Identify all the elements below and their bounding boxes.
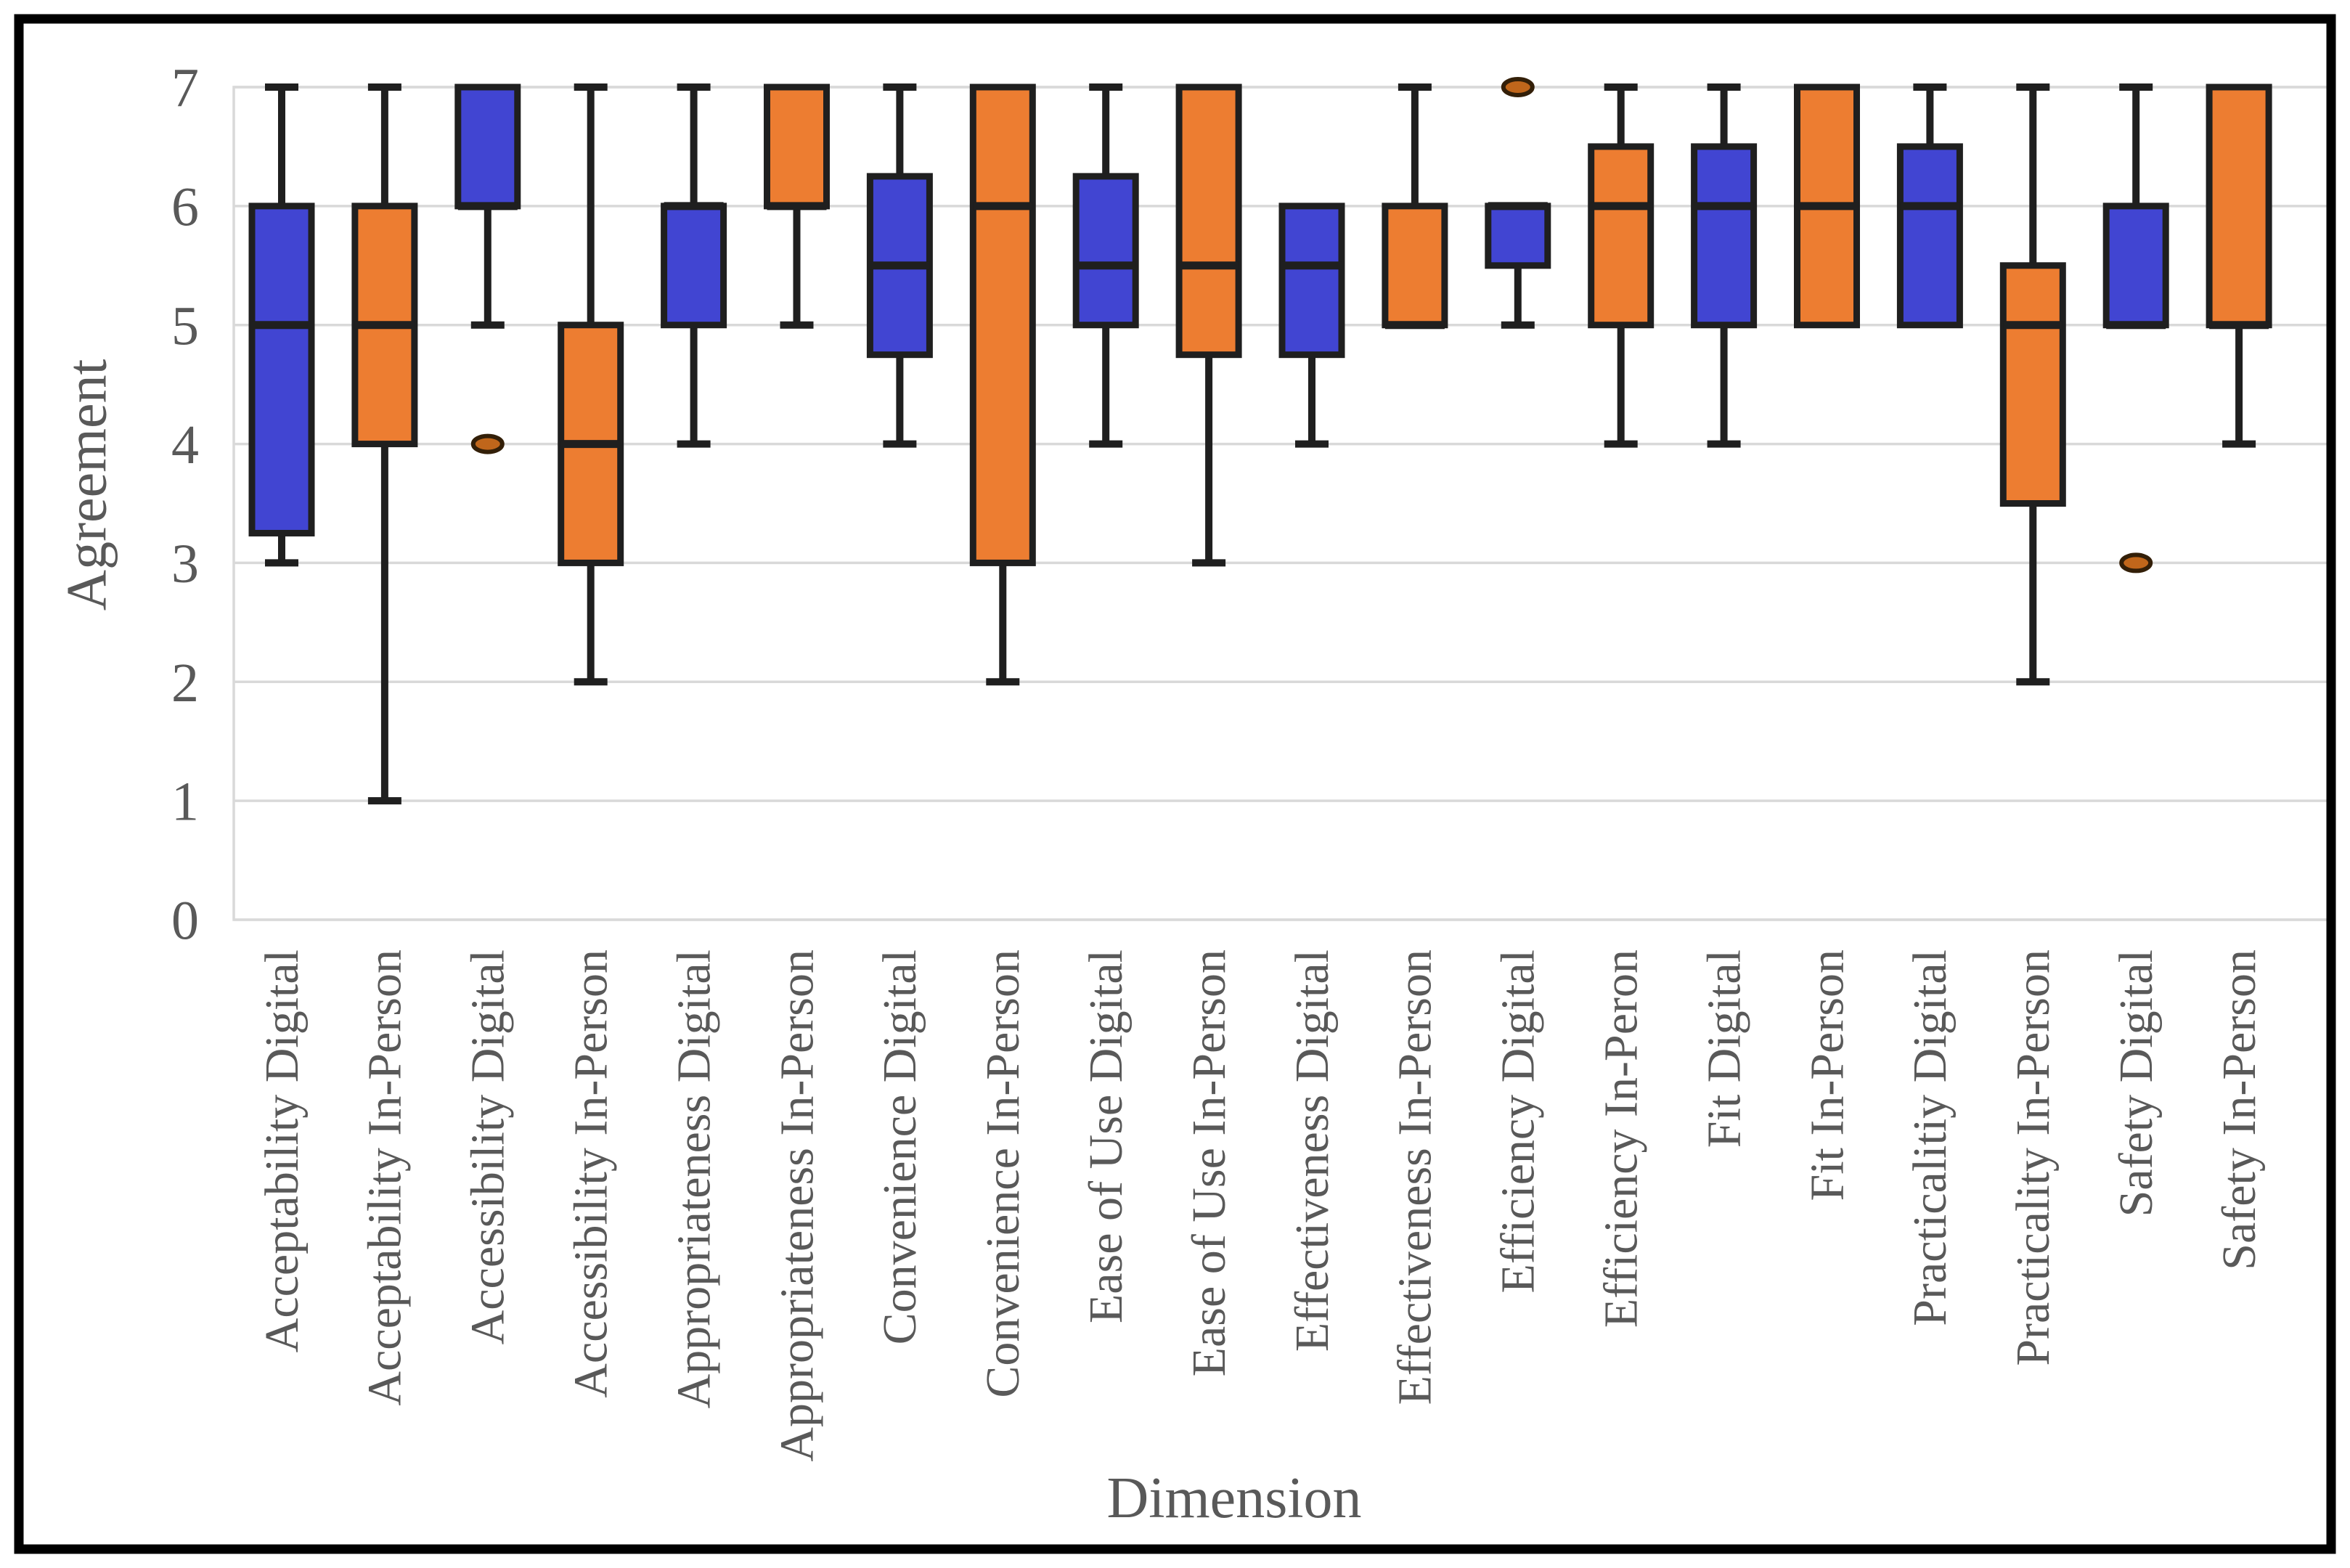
y-tick-label-7: 7 xyxy=(171,58,199,119)
y-tick-label-0: 0 xyxy=(171,891,199,952)
x-category-label: Effectiveness Digital xyxy=(1286,950,1339,1352)
x-category-label: Effectiveness In-Person xyxy=(1389,950,1442,1405)
box-group-ease-of-use-digital xyxy=(1072,83,1139,448)
box-iqr xyxy=(1691,143,1758,329)
box-group-accessibility-digital xyxy=(454,83,521,454)
figure-border xyxy=(14,14,2336,1554)
box-group-safety-digital xyxy=(2102,83,2169,573)
x-axis-title: Dimension xyxy=(1106,1466,1361,1530)
x-category-label: Accessibility In-Person xyxy=(564,950,617,1398)
box-iqr xyxy=(661,203,727,329)
box-iqr xyxy=(454,83,521,210)
box-iqr xyxy=(969,83,1036,566)
box-group-acceptability-digital xyxy=(248,83,315,567)
outlier-dot xyxy=(1501,77,1535,97)
box-group-practicalitiy-digital xyxy=(1896,83,1963,329)
y-tick-label-1: 1 xyxy=(171,772,199,833)
axis-tick-labels: 0 1 2 3 4 5 6 7 Acceptability Digital Acceptabili… xyxy=(171,58,2266,1462)
box-group-effectiveness-digital xyxy=(1278,203,1345,448)
box-iqr xyxy=(1382,203,1448,329)
box-iqr xyxy=(1485,203,1551,269)
box-series xyxy=(248,77,2272,805)
box-iqr xyxy=(764,83,830,210)
x-category-label: Fit Digital xyxy=(1697,950,1750,1148)
outlier-dot xyxy=(2119,552,2153,573)
box-group-appropriateness-digital xyxy=(661,83,727,448)
x-category-label: Safety In-Person xyxy=(2213,950,2266,1270)
x-category-label: Practicality In-Person xyxy=(2007,950,2060,1366)
x-category-label: Practicalitiy Digital xyxy=(1904,950,1957,1326)
box-group-efficiency-in-peron xyxy=(1588,83,1655,448)
box-group-effectiveness-in-person xyxy=(1382,83,1448,330)
x-category-label: Acceptability Digital xyxy=(256,950,309,1352)
box-group-accessibility-in-person xyxy=(558,83,624,686)
box-iqr xyxy=(1278,203,1345,359)
x-category-label: Convenience In-Person xyxy=(976,950,1029,1398)
box-iqr xyxy=(248,203,315,536)
y-tick-label-4: 4 xyxy=(171,415,199,475)
outlier-dot xyxy=(470,433,505,454)
x-category-label: Convenience Digital xyxy=(873,950,926,1344)
box-group-acceptability-in-person xyxy=(351,83,418,805)
x-category-label: Efficiency Digital xyxy=(1492,950,1545,1293)
y-tick-label-5: 5 xyxy=(171,295,199,356)
box-group-appropriateness-in-person xyxy=(764,83,830,329)
box-group-fit-in-person xyxy=(1794,83,1860,329)
box-iqr xyxy=(1896,143,1963,329)
y-tick-label-6: 6 xyxy=(171,176,199,237)
box-group-convenience-digital xyxy=(866,83,933,448)
box-iqr xyxy=(1999,262,2066,507)
x-category-label: Fit In-Person xyxy=(1800,950,1853,1201)
box-iqr xyxy=(1588,143,1655,329)
box-group-convenience-in-person xyxy=(969,83,1036,686)
y-axis-title: Agreement xyxy=(55,359,118,611)
x-category-label: Ease of Use Digital xyxy=(1080,950,1133,1323)
box-iqr xyxy=(2102,203,2169,329)
box-group-practicality-in-person xyxy=(1999,83,2066,686)
x-category-label: Appropriateness In-Person xyxy=(770,950,823,1462)
box-iqr xyxy=(2206,83,2272,329)
box-iqr xyxy=(1175,83,1242,359)
box-group-fit-digital xyxy=(1691,83,1758,448)
box-group-safety-in-person xyxy=(2206,83,2272,448)
x-category-label: Safety Digital xyxy=(2110,950,2163,1217)
x-category-label: Accessibility Digital xyxy=(462,950,515,1344)
x-category-label: Efficiency In-Peron xyxy=(1594,950,1647,1328)
box-group-ease-of-use-in-person xyxy=(1175,83,1242,567)
x-category-label: Acceptability In-Person xyxy=(359,950,412,1406)
y-tick-label-2: 2 xyxy=(171,653,199,714)
box-iqr xyxy=(1072,173,1139,329)
x-category-label: Appropriateness Digital xyxy=(667,950,720,1408)
x-category-label: Ease of Use In-Person xyxy=(1183,950,1236,1376)
y-tick-label-3: 3 xyxy=(171,534,199,595)
box-group-efficiency-digital xyxy=(1485,77,1551,329)
